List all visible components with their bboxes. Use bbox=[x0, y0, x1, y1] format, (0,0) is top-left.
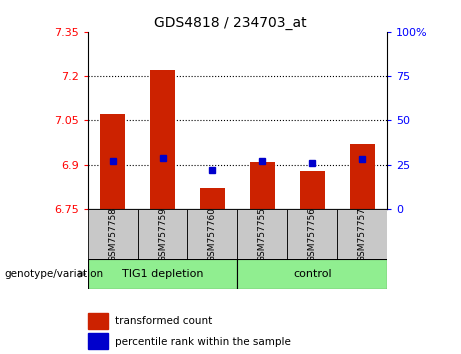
Bar bbox=[88, 209, 137, 260]
Text: transformed count: transformed count bbox=[115, 316, 213, 326]
Text: TIG1 depletion: TIG1 depletion bbox=[122, 269, 203, 279]
Bar bbox=[150, 70, 175, 209]
Bar bbox=[237, 259, 387, 289]
Text: GSM757759: GSM757759 bbox=[158, 207, 167, 262]
Bar bbox=[200, 188, 225, 209]
Bar bbox=[88, 333, 108, 349]
Bar bbox=[300, 171, 325, 209]
Text: GSM757755: GSM757755 bbox=[258, 207, 267, 262]
Text: GSM757760: GSM757760 bbox=[208, 207, 217, 262]
Bar bbox=[88, 259, 237, 289]
Text: GSM757756: GSM757756 bbox=[308, 207, 317, 262]
Bar bbox=[287, 209, 337, 260]
Bar bbox=[250, 162, 275, 209]
Text: control: control bbox=[293, 269, 331, 279]
Text: GDS4818 / 234703_at: GDS4818 / 234703_at bbox=[154, 16, 307, 30]
Bar bbox=[337, 209, 387, 260]
Text: genotype/variation: genotype/variation bbox=[5, 269, 104, 279]
Bar bbox=[350, 144, 375, 209]
Bar bbox=[188, 209, 237, 260]
Bar bbox=[100, 114, 125, 209]
Bar bbox=[88, 313, 108, 329]
Text: percentile rank within the sample: percentile rank within the sample bbox=[115, 337, 291, 347]
Text: GSM757757: GSM757757 bbox=[358, 207, 367, 262]
Bar bbox=[237, 209, 287, 260]
Bar bbox=[137, 209, 188, 260]
Text: GSM757758: GSM757758 bbox=[108, 207, 117, 262]
